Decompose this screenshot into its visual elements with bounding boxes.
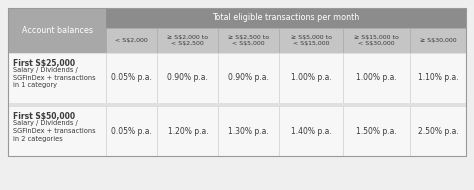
- Bar: [157, 28, 219, 53]
- Bar: [157, 106, 219, 156]
- Bar: [8, 103, 466, 106]
- Bar: [8, 53, 466, 103]
- Bar: [8, 8, 106, 28]
- Bar: [410, 28, 466, 53]
- Text: < S$2,000: < S$2,000: [116, 38, 148, 43]
- Text: Account balances: Account balances: [22, 26, 92, 35]
- Text: Salary / Dividends /
SGFinDex + transactions
in 1 category: Salary / Dividends / SGFinDex + transact…: [13, 67, 96, 89]
- Text: ≥ S$5,000 to
< S$15,000: ≥ S$5,000 to < S$15,000: [291, 35, 332, 46]
- Bar: [106, 106, 157, 156]
- Text: 1.00% p.a.: 1.00% p.a.: [291, 74, 332, 82]
- Text: 1.10% p.a.: 1.10% p.a.: [418, 74, 458, 82]
- Bar: [219, 28, 279, 53]
- Text: ≥ S$15,000 to
< S$30,000: ≥ S$15,000 to < S$30,000: [354, 35, 399, 46]
- Bar: [8, 53, 106, 103]
- Text: 0.05% p.a.: 0.05% p.a.: [111, 127, 152, 135]
- Bar: [279, 53, 343, 103]
- Bar: [106, 28, 157, 53]
- Bar: [279, 28, 343, 53]
- Bar: [410, 106, 466, 156]
- Bar: [343, 106, 410, 156]
- Bar: [279, 106, 343, 156]
- Text: 1.30% p.a.: 1.30% p.a.: [228, 127, 269, 135]
- Text: 1.50% p.a.: 1.50% p.a.: [356, 127, 397, 135]
- Bar: [106, 53, 157, 103]
- Bar: [343, 28, 410, 53]
- Text: 1.40% p.a.: 1.40% p.a.: [291, 127, 332, 135]
- Text: First S$25,000: First S$25,000: [13, 59, 75, 68]
- Text: 0.05% p.a.: 0.05% p.a.: [111, 74, 152, 82]
- Text: First S$50,000: First S$50,000: [13, 112, 75, 121]
- Bar: [410, 53, 466, 103]
- Text: Total eligible transactions per month: Total eligible transactions per month: [212, 13, 360, 22]
- Text: 0.90% p.a.: 0.90% p.a.: [228, 74, 269, 82]
- Bar: [106, 8, 466, 28]
- Text: 2.50% p.a.: 2.50% p.a.: [418, 127, 458, 135]
- Bar: [8, 8, 106, 53]
- Text: ≥ S$30,000: ≥ S$30,000: [419, 38, 456, 43]
- Text: 0.90% p.a.: 0.90% p.a.: [167, 74, 208, 82]
- Bar: [219, 106, 279, 156]
- Text: Salary / Dividends /
SGFinDex + transactions
in 2 categories: Salary / Dividends / SGFinDex + transact…: [13, 120, 96, 142]
- Text: 1.00% p.a.: 1.00% p.a.: [356, 74, 397, 82]
- Bar: [8, 106, 466, 156]
- Bar: [8, 8, 466, 156]
- Text: ≥ S$2,000 to
< S$2,500: ≥ S$2,000 to < S$2,500: [167, 35, 209, 46]
- Text: 1.20% p.a.: 1.20% p.a.: [167, 127, 208, 135]
- Bar: [8, 106, 106, 156]
- Bar: [157, 53, 219, 103]
- Text: ≥ S$2,500 to
< S$5,000: ≥ S$2,500 to < S$5,000: [228, 35, 269, 46]
- Bar: [219, 53, 279, 103]
- Bar: [343, 53, 410, 103]
